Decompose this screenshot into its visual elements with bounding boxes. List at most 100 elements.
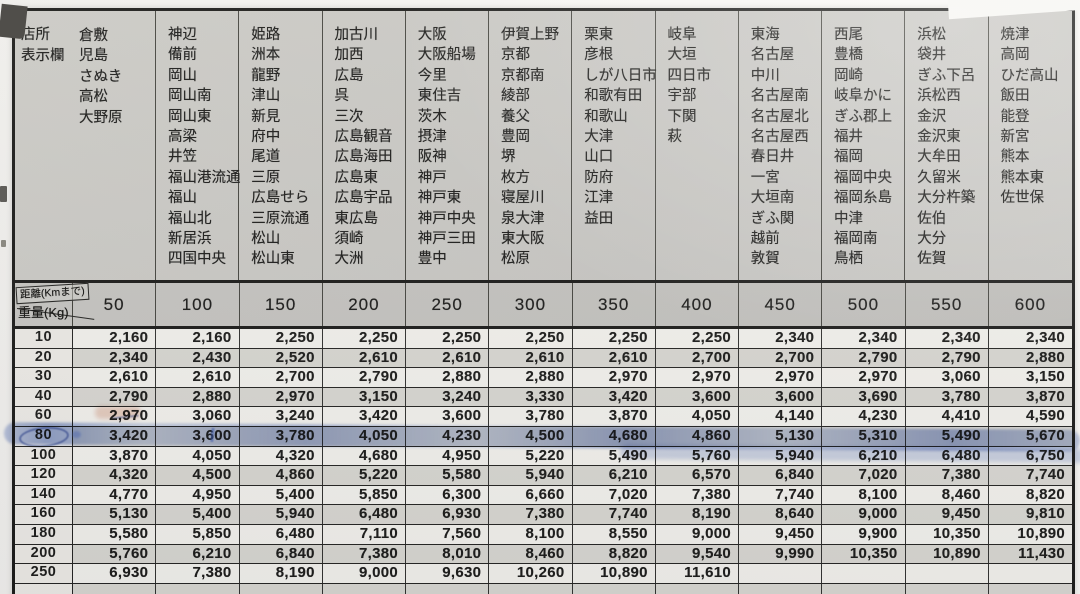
rate-cell: 7,380: [156, 564, 240, 583]
station-name: 寝屋川: [501, 190, 545, 207]
station-name: 尾道: [251, 149, 281, 166]
station-name: 和歌山: [584, 108, 628, 125]
station-name: 神戸: [417, 169, 447, 186]
rate-cell: 6,570: [655, 466, 739, 485]
rate-cell: 7,560: [406, 524, 490, 544]
rate-row: [15, 583, 1072, 594]
station-name: 新居浜: [168, 231, 212, 248]
station-name: 岐阜: [667, 27, 697, 43]
rate-cell: 2,340: [739, 329, 823, 348]
station-name: 備前: [168, 47, 197, 64]
station-name: 大阪船場: [417, 47, 476, 64]
station-name: 神戸三田: [417, 231, 476, 248]
station-name: 三原流通: [251, 210, 310, 227]
rate-cell: 5,130: [73, 505, 157, 524]
station-column: 東海 名古屋 中川 名古屋南 名古屋北 名古屋西 春日井 一宮 大垣南 ぎふ関 越前 敦賀: [739, 11, 822, 280]
rate-cell: 2,610: [73, 368, 157, 387]
rate-cell: 3,690: [822, 387, 906, 407]
station-name: 高岡: [1000, 47, 1030, 64]
station-columns-section: 店所 表示欄 倉敷 児島 さぬき 高松 大野原 神辺 備前 岡山 岡山南 岡山東 高梁 井笠 福山港流…: [15, 11, 1072, 283]
station-name: 福山北: [168, 210, 212, 227]
rate-cell: 5,490: [905, 426, 989, 446]
station-name: 熊本: [1000, 149, 1030, 166]
rate-cell: 9,000: [322, 564, 406, 583]
station-name: 岡山東: [168, 108, 212, 125]
edge-speck: [1, 240, 6, 247]
rate-cell: 4,590: [988, 407, 1072, 426]
rate-cell: 5,130: [739, 426, 823, 446]
distance-header-cell: 500: [822, 283, 906, 326]
weight-cell: [15, 583, 73, 594]
rate-cell: 6,750: [988, 446, 1072, 466]
weight-cell: 200: [15, 544, 73, 564]
station-name: 茨木: [417, 108, 447, 125]
rate-cell: 4,230: [406, 426, 490, 446]
station-column: 浜松 袋井 ぎふ下呂 浜松西 金沢 金沢東 大牟田 久留米 大分杵築 佐伯 大分 佐賀: [905, 11, 989, 280]
station-name: 大津: [584, 129, 614, 146]
rate-cell: 4,320: [239, 446, 323, 466]
rate-row: 140 4,770 4,950 5,400 5,850 6,300 6,660 7,020 7,…: [15, 485, 1072, 506]
station-name: 和歌有田: [584, 88, 643, 105]
station-name: 京都南: [501, 67, 545, 84]
station-name: 豊橋: [834, 47, 863, 64]
rate-cell: 3,060: [156, 407, 240, 426]
station-name: 西尾: [834, 27, 863, 43]
station-name: 広島宇品: [334, 190, 393, 207]
station-name: 防府: [584, 169, 614, 186]
rate-cell: 2,250: [489, 329, 573, 348]
rate-cell: 4,410: [905, 407, 989, 426]
rate-cell: 7,380: [655, 485, 739, 505]
rate-cell: 9,450: [739, 524, 823, 544]
rate-cell: 2,340: [905, 329, 989, 348]
rate-cell: 2,610: [406, 348, 490, 368]
rate-cell: 2,430: [156, 348, 240, 368]
distance-header-cell: 350: [573, 283, 656, 326]
distance-header-cell: 550: [906, 283, 989, 326]
station-name: 加古川: [334, 27, 379, 43]
rate-cell: [489, 583, 573, 594]
station-name: 泉大津: [501, 210, 545, 227]
rate-cell: 5,310: [822, 426, 906, 446]
station-name: 広島: [334, 67, 364, 84]
station-name: 浜松: [917, 27, 947, 43]
rate-cell: [822, 564, 906, 583]
rate-cell: 2,340: [73, 348, 157, 368]
weight-cell: 160: [15, 505, 73, 524]
station-name: 広島東: [334, 169, 379, 186]
rate-cell: 5,220: [489, 446, 573, 466]
station-name: 岡山南: [168, 88, 212, 105]
rate-row: 30 2,610 2,610 2,700 2,790 2,880 2,880 2,970 2,9…: [15, 368, 1072, 388]
rate-cell: 11,430: [988, 544, 1072, 564]
station-name: さぬき: [79, 68, 123, 85]
rate-cell: 10,350: [905, 524, 989, 544]
rate-cell: 3,780: [905, 387, 989, 407]
station-name: 久留米: [917, 169, 961, 186]
rate-cell: 5,220: [322, 466, 406, 485]
rate-cell: 8,100: [489, 524, 573, 544]
rate-cell: 2,970: [572, 368, 656, 387]
rate-row: 250 6,930 7,380 8,190 9,000 9,630 10,260 10,890…: [15, 564, 1072, 584]
station-name: 三次: [334, 108, 364, 125]
station-name: 福山: [168, 190, 197, 207]
station-name: 萩: [667, 129, 683, 146]
rate-cell: 3,870: [572, 407, 656, 426]
distance-header-cell: 400: [656, 283, 739, 326]
station-name: 伊賀上野: [501, 27, 559, 43]
rate-cell: 2,970: [822, 368, 906, 387]
rate-cell: 2,790: [322, 368, 406, 387]
rate-cell: 4,230: [822, 407, 906, 426]
weight-cell: 250: [15, 564, 73, 583]
station-name: 東大阪: [501, 231, 545, 248]
rate-cell: 7,740: [739, 485, 823, 505]
rate-cell: 6,480: [322, 505, 406, 524]
rate-cell: 2,700: [239, 368, 323, 387]
station-name: 福岡: [834, 149, 863, 166]
station-name: 佐世保: [1000, 190, 1045, 207]
rate-cell: 10,890: [905, 544, 989, 564]
station-name: 越前: [750, 231, 780, 248]
distance-header-cell: 250: [406, 283, 490, 326]
rate-cell: 2,700: [739, 348, 823, 368]
rate-cell: 8,820: [572, 544, 656, 564]
station-name: 広島海田: [334, 149, 393, 166]
